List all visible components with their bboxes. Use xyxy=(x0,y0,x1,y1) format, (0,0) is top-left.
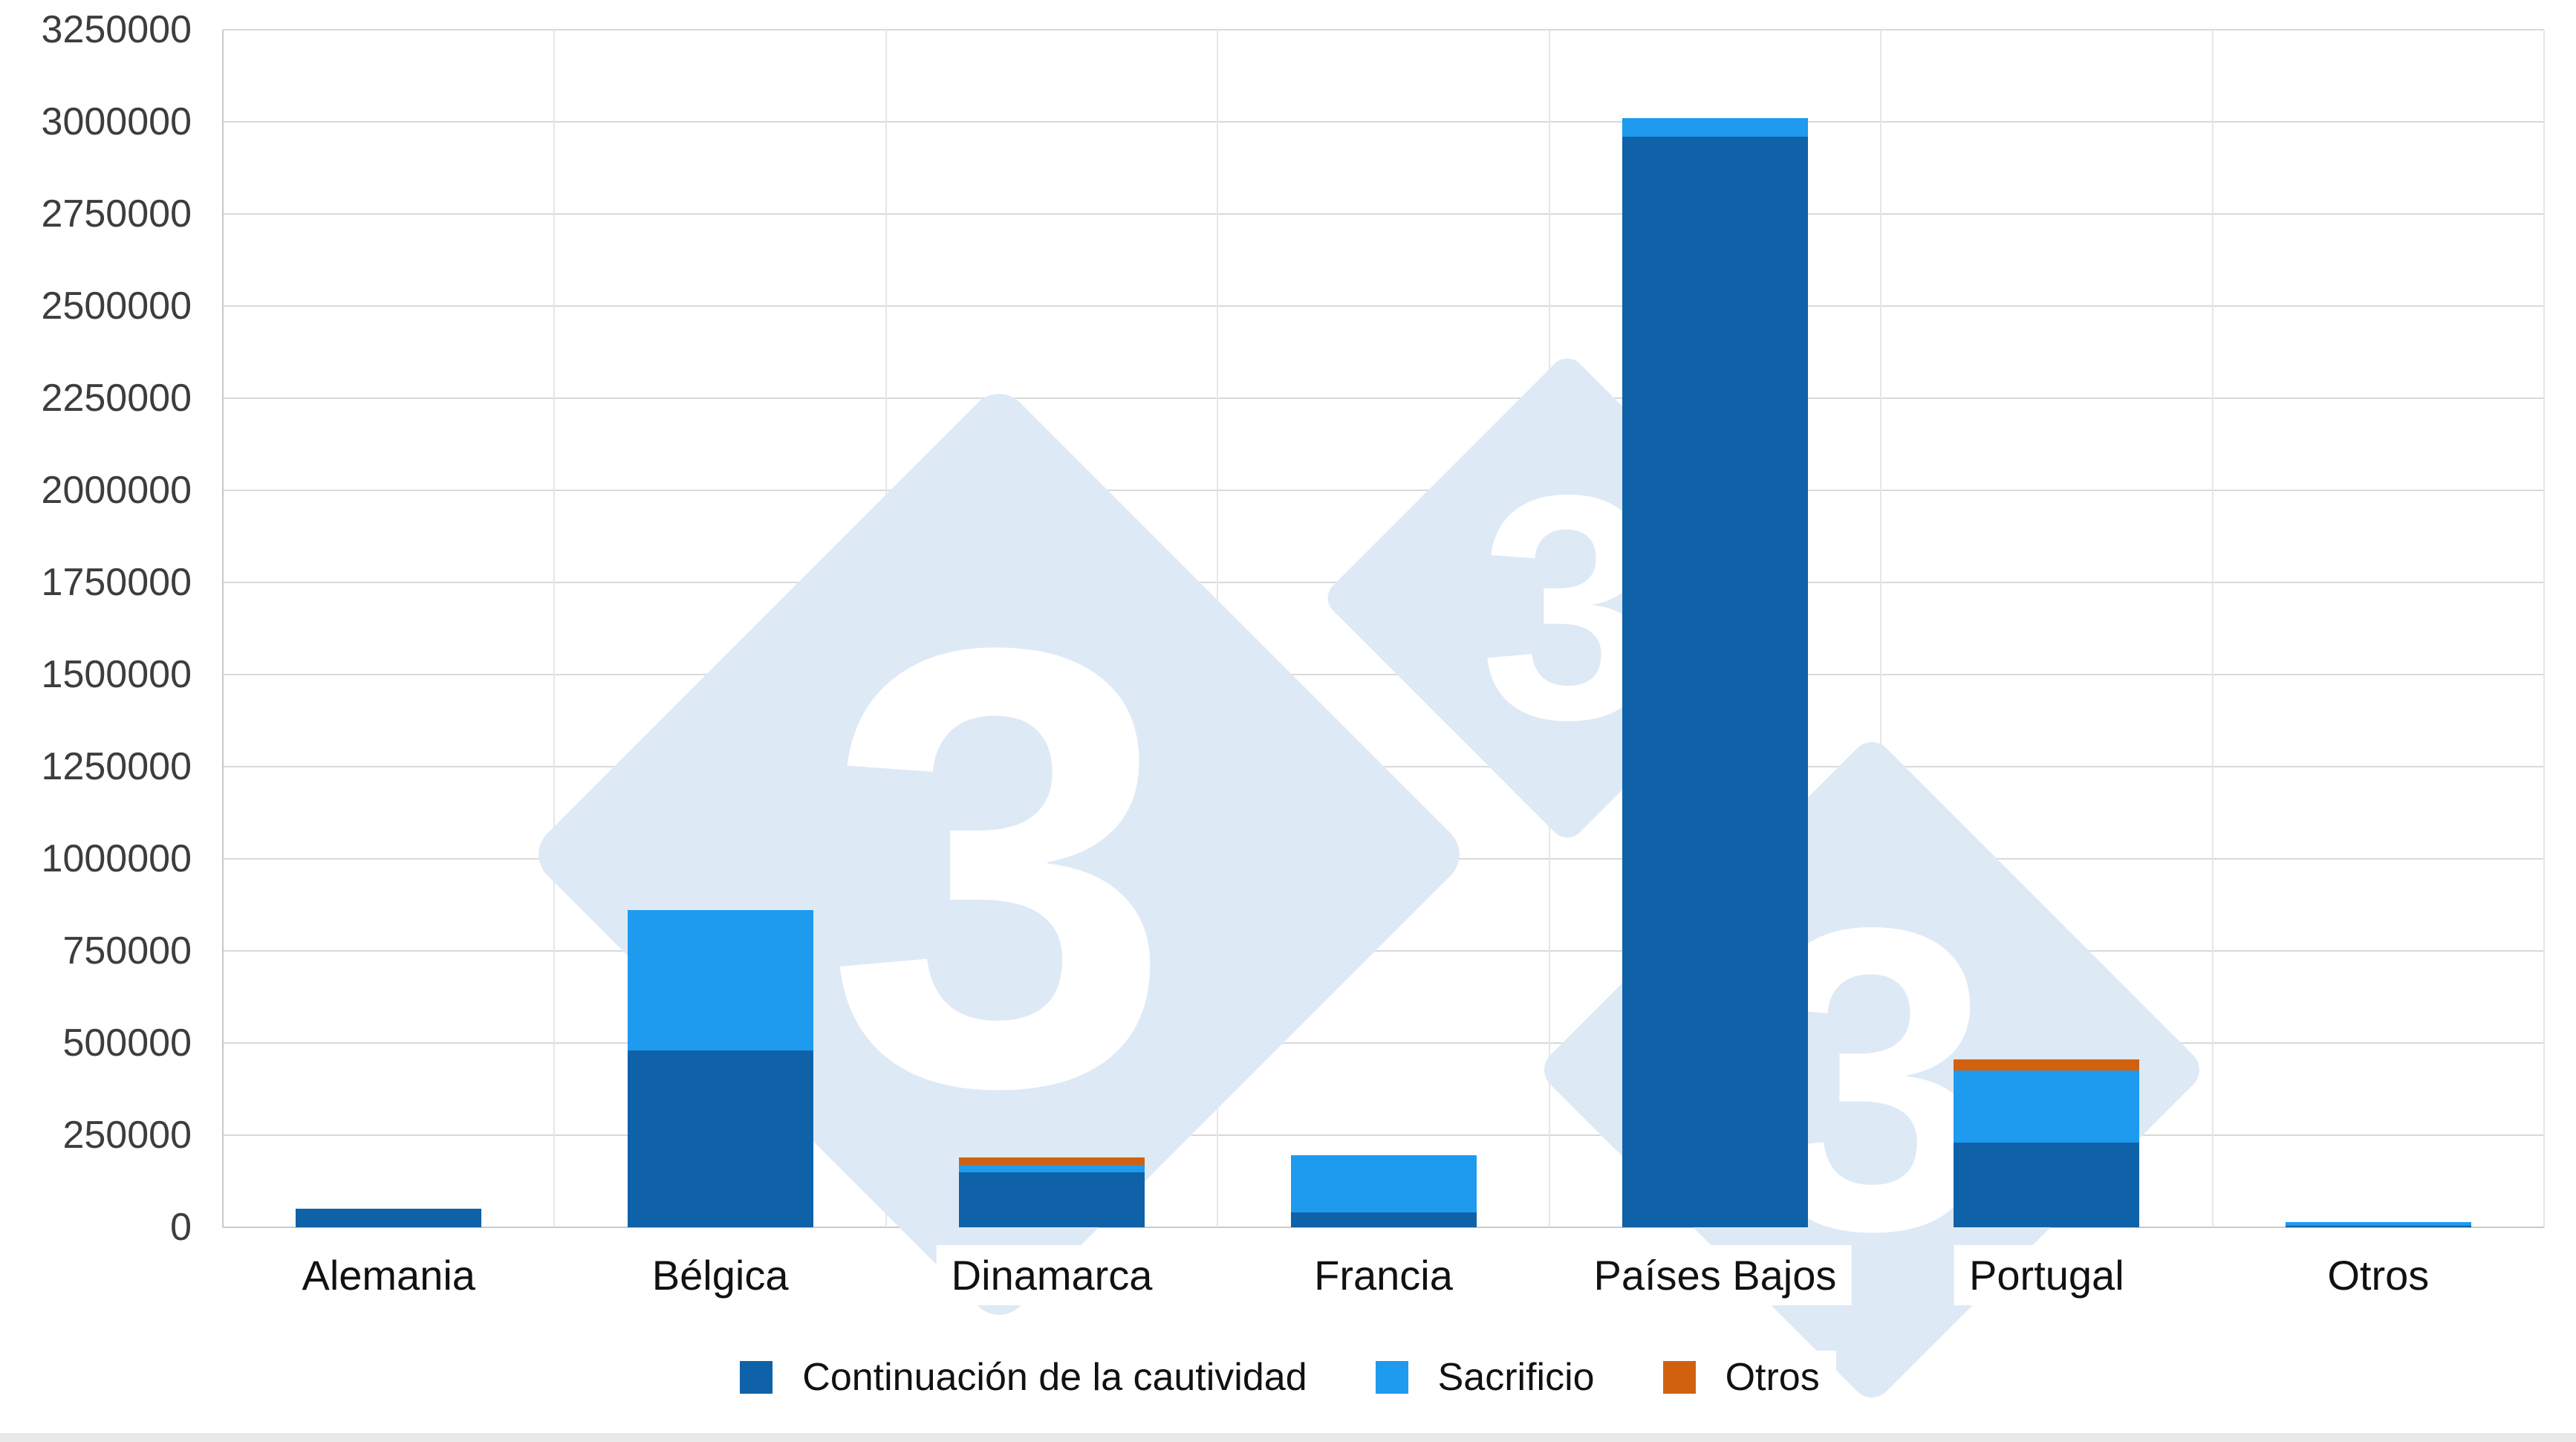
gridline xyxy=(223,1042,2544,1044)
y-tick-label: 1500000 xyxy=(41,653,192,696)
legend-label: Continuación de la cautividad xyxy=(786,1351,1324,1404)
y-tick-label: 750000 xyxy=(62,929,192,972)
y-tick-label: 1250000 xyxy=(41,745,192,788)
x-axis-label: Bélgica xyxy=(637,1245,804,1305)
bar-segment xyxy=(1290,1212,1477,1227)
bar-segment xyxy=(1954,1071,2140,1143)
gridline xyxy=(223,674,2544,675)
bar-segment xyxy=(959,1172,1145,1227)
bar-segment xyxy=(959,1157,1145,1165)
legend-swatch xyxy=(740,1361,773,1394)
gridline xyxy=(223,1227,2544,1228)
y-tick-label: 2250000 xyxy=(41,377,192,420)
legend-item: Sacrificio xyxy=(1375,1351,1611,1404)
x-axis-label: Alemania xyxy=(287,1245,490,1305)
bar-segment xyxy=(627,910,813,1050)
watermark-digit: 3 xyxy=(825,519,1173,1216)
x-axis-label: Países Bajos xyxy=(1578,1245,1852,1305)
y-tick-label: 3250000 xyxy=(41,8,192,51)
x-axis-label: Otros xyxy=(2312,1245,2445,1305)
y-tick-label: 500000 xyxy=(62,1022,192,1065)
legend-item: Otros xyxy=(1662,1351,1836,1404)
x-axis-label: Portugal xyxy=(1954,1245,2139,1305)
vertical-gridline xyxy=(1880,30,1882,1227)
bar-segment xyxy=(2285,1221,2471,1226)
bar-segment xyxy=(1290,1155,1477,1213)
vertical-gridline xyxy=(2543,30,2545,1227)
gridline xyxy=(223,490,2544,491)
bar-segment xyxy=(1622,118,1808,137)
vertical-gridline xyxy=(553,30,556,1227)
x-axis-label: Dinamarca xyxy=(936,1245,1168,1305)
gridline xyxy=(223,1134,2544,1136)
y-tick-label: 2750000 xyxy=(41,192,192,236)
y-tick-label: 2000000 xyxy=(41,469,192,512)
gridline xyxy=(223,305,2544,307)
legend-label: Otros xyxy=(1708,1351,1836,1404)
gridline xyxy=(223,397,2544,399)
y-tick-label: 1000000 xyxy=(41,837,192,880)
legend-label: Sacrificio xyxy=(1421,1351,1611,1404)
legend-swatch xyxy=(1375,1361,1408,1394)
legend: Continuación de la cautividad Sacrificio O… xyxy=(0,1351,2576,1404)
y-tick-label: 0 xyxy=(170,1206,192,1249)
legend-item: Continuación de la cautividad xyxy=(740,1351,1324,1404)
bar-segment xyxy=(1954,1142,2140,1227)
bar-segment xyxy=(1954,1059,2140,1071)
bar-segment xyxy=(1622,136,1808,1227)
y-tick-label: 250000 xyxy=(62,1114,192,1157)
x-axis-label: Francia xyxy=(1299,1245,1468,1305)
y-tick-label: 1750000 xyxy=(41,561,192,604)
y-tick-label: 3000000 xyxy=(41,100,192,143)
gridline xyxy=(223,29,2544,30)
bar-segment xyxy=(296,1209,482,1227)
gridline xyxy=(223,213,2544,215)
gridline xyxy=(223,121,2544,123)
y-tick-label: 2500000 xyxy=(41,285,192,328)
vertical-gridline xyxy=(2211,30,2214,1227)
legend-swatch xyxy=(1662,1361,1696,1394)
bar-segment xyxy=(959,1164,1145,1172)
bar-segment xyxy=(2285,1225,2471,1227)
bottom-strip xyxy=(0,1433,2576,1442)
bar-segment xyxy=(627,1050,813,1227)
y-axis-line xyxy=(222,30,224,1227)
gridline xyxy=(223,950,2544,952)
